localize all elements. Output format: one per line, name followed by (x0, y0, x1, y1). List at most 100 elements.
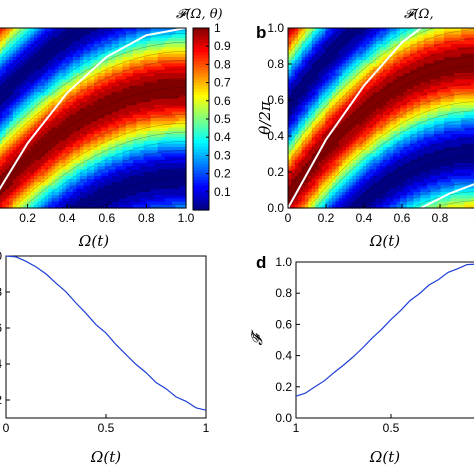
heat-cell (372, 201, 377, 206)
heat-cell (321, 69, 326, 74)
heat-cell (41, 53, 46, 58)
heat-cell (291, 127, 296, 132)
colorbar-cell (193, 73, 209, 78)
heat-cell (140, 114, 145, 119)
heat-cell (321, 124, 326, 129)
heat-cell (41, 124, 46, 129)
heat-cell (168, 143, 173, 148)
heat-cell (101, 166, 106, 171)
heat-cell (298, 37, 303, 42)
heat-cell (154, 47, 159, 52)
heat-cell (41, 69, 46, 74)
heat-cell (157, 188, 162, 193)
heat-cell (325, 85, 330, 90)
heat-cell (48, 85, 53, 90)
heat-cell (79, 92, 85, 97)
heat-cell (175, 166, 180, 171)
heat-cell (122, 60, 127, 64)
heat-cell (321, 98, 326, 103)
colorbar-cell (193, 200, 209, 205)
heat-cell (48, 108, 53, 113)
heat-cell (171, 153, 176, 158)
heat-cell (161, 185, 166, 190)
heat-cell (168, 73, 173, 77)
colorbar-cell (193, 37, 209, 41)
heat-cell (26, 34, 32, 39)
heat-cell (140, 159, 145, 164)
heat-cell (122, 105, 127, 109)
heat-cell (366, 28, 371, 32)
heat-cell (12, 124, 17, 129)
heat-cell (352, 85, 357, 90)
heat-cell (168, 185, 173, 190)
heat-cell (175, 175, 180, 180)
heat-cell (291, 82, 296, 87)
heat-cell (65, 118, 70, 122)
heat-cell (359, 63, 364, 68)
heat-cell (140, 69, 145, 74)
heat-cell (94, 34, 99, 39)
heat-cell (26, 92, 32, 97)
heat-cell (115, 130, 120, 135)
heat-cell (140, 188, 145, 193)
heat-cell (359, 172, 364, 177)
heat-cell (366, 60, 371, 64)
heat-cell (352, 143, 357, 148)
heat-cell (366, 105, 371, 109)
heat-cell (291, 95, 296, 100)
heat-cell (362, 159, 367, 164)
heat-cell (79, 195, 85, 199)
heat-cell (161, 163, 166, 167)
heat-cell (97, 169, 102, 174)
heat-cell (23, 137, 28, 142)
heat-cell (41, 156, 46, 161)
heat-cell (23, 44, 28, 48)
heat-cell (349, 108, 354, 113)
heat-cell (311, 172, 316, 177)
heat-cell (318, 191, 323, 196)
heat-cell (30, 108, 35, 113)
heat-cell (51, 195, 56, 199)
heat-cell (5, 134, 10, 138)
heat-cell (115, 204, 120, 209)
heat-cell (311, 37, 316, 42)
heat-cell (115, 50, 120, 55)
heat-cell (9, 185, 14, 190)
heat-cell (26, 156, 32, 161)
heat-cell (5, 47, 10, 52)
heat-cell (147, 185, 152, 190)
colorbar-cell (193, 64, 209, 69)
heat-cell (311, 50, 316, 55)
heat-cell (147, 92, 152, 97)
heat-cell (171, 95, 176, 100)
heat-cell (101, 137, 106, 142)
heat-cell (308, 118, 313, 122)
heat-cell (51, 56, 56, 61)
heat-cell (51, 121, 56, 126)
heat-cell (182, 76, 187, 81)
heat-cell (79, 108, 85, 113)
heat-cell (308, 92, 313, 97)
heat-cell (311, 191, 316, 196)
heat-cell (94, 40, 99, 45)
heat-cell (379, 50, 384, 55)
heat-cell (178, 150, 184, 154)
heat-cell (345, 82, 350, 87)
heat-cell (143, 195, 148, 199)
heat-cell (12, 159, 17, 164)
heat-cell (90, 28, 95, 32)
heat-cell (291, 169, 296, 174)
heat-cell (19, 101, 24, 106)
heat-cell (55, 118, 60, 122)
heat-cell (129, 140, 134, 145)
heat-cell (97, 172, 102, 177)
heat-cell (161, 50, 166, 55)
heat-cell (104, 79, 109, 84)
heat-cell (23, 31, 28, 36)
heat-cell (379, 182, 384, 187)
heat-cell (359, 169, 364, 174)
heat-cell (304, 198, 309, 203)
heat-cell (125, 146, 131, 151)
heat-cell (369, 185, 374, 190)
heat-cell (44, 127, 49, 132)
